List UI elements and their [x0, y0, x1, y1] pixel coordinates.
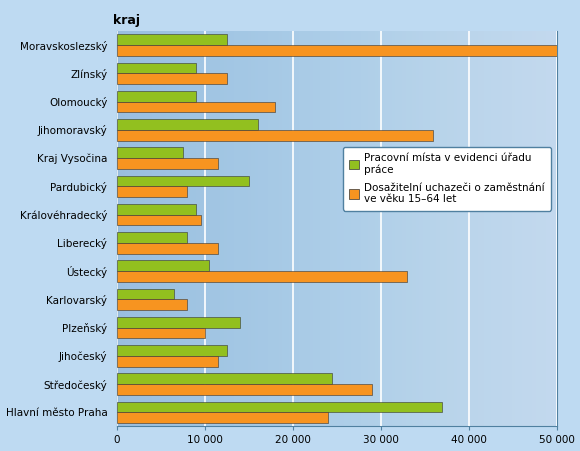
Bar: [117, 63, 196, 74]
Bar: [117, 401, 442, 412]
Bar: [117, 175, 249, 186]
Legend: Pracovní místa v evidenci úřadu
práce, Dosažitelní uchazeči o zaměstnání
ve věku: Pracovní místa v evidenci úřadu práce, D…: [343, 147, 552, 211]
Bar: [117, 345, 227, 356]
Text: kraj: kraj: [113, 14, 140, 27]
Bar: [117, 119, 258, 130]
Bar: [117, 158, 218, 169]
Bar: [117, 260, 209, 271]
Bar: [117, 74, 227, 84]
Bar: [117, 34, 227, 45]
Bar: [117, 243, 218, 253]
Bar: [117, 356, 218, 367]
Bar: [117, 186, 187, 197]
Bar: [117, 299, 187, 310]
Bar: [117, 271, 407, 282]
Bar: [117, 327, 205, 338]
Bar: [117, 147, 183, 158]
Bar: [117, 412, 328, 423]
Bar: [117, 215, 201, 226]
Bar: [117, 45, 556, 56]
Bar: [117, 130, 433, 141]
Bar: [117, 289, 174, 299]
Bar: [117, 373, 332, 384]
Bar: [117, 317, 240, 327]
Bar: [117, 91, 196, 101]
Bar: [117, 384, 372, 395]
Bar: [117, 101, 276, 112]
Bar: [117, 232, 187, 243]
Bar: [117, 204, 196, 215]
